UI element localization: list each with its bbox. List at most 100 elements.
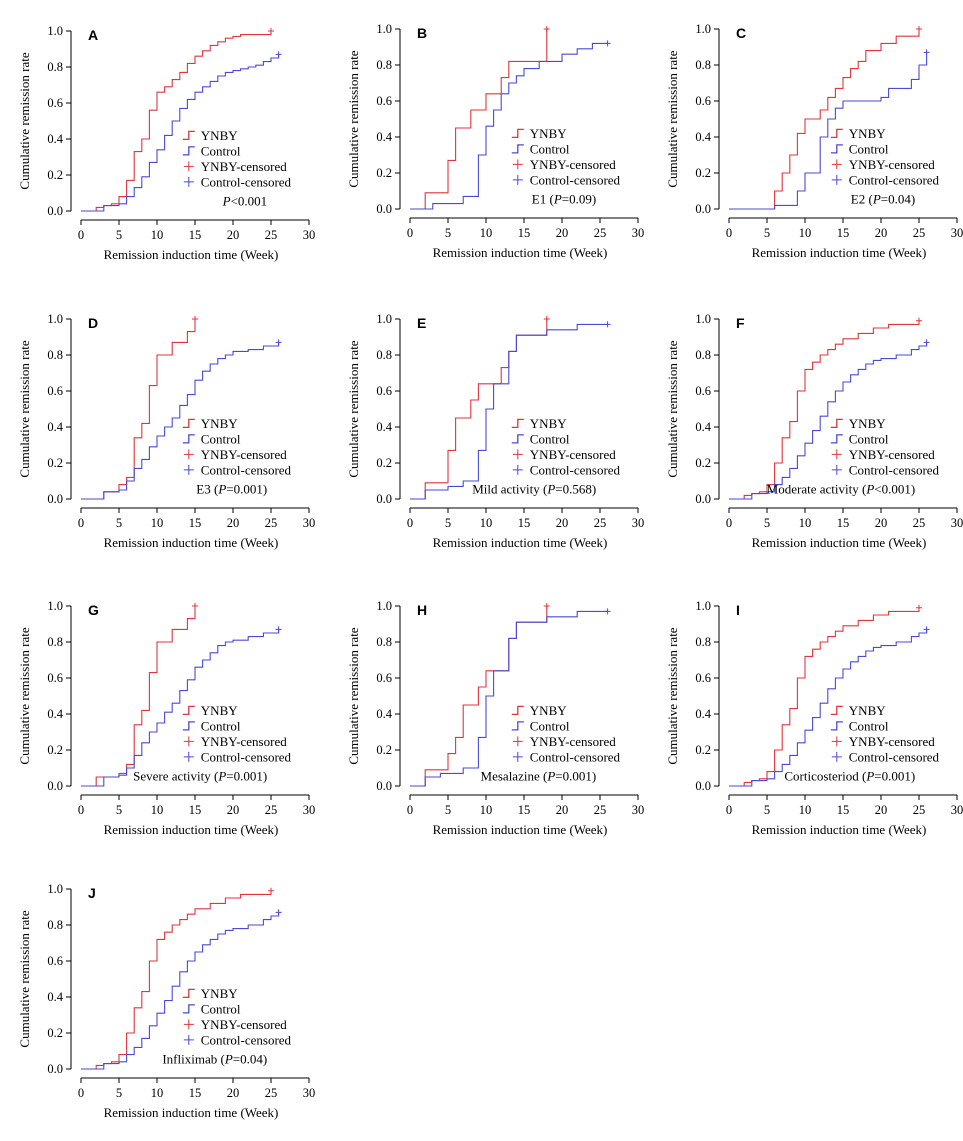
y-tick-label: 0.2	[376, 456, 392, 470]
legend-label: Control	[530, 141, 570, 156]
legend-item-control-censored: Control-censored	[831, 749, 940, 764]
y-tick-label: 0.0	[47, 492, 63, 506]
y-tick-label: 0.8	[376, 635, 392, 649]
series-ynby-censor-mark	[916, 604, 922, 611]
legend-item-ynby: YNBY	[511, 126, 567, 141]
y-tick-label: 0.0	[376, 202, 392, 216]
legend-swatch	[830, 144, 843, 154]
x-tick-label: 5	[116, 516, 122, 530]
x-axis-title: Remission induction time (Week)	[433, 822, 608, 837]
legend-item-ynby: YNBY	[830, 416, 886, 431]
legend-label: YNBY	[530, 126, 567, 141]
y-tick-label: 0.2	[47, 168, 63, 182]
legend-item-control-censored: Control-censored	[183, 462, 292, 477]
annotation-suffix: =0.04)	[233, 1051, 267, 1066]
panel-letter: I	[736, 602, 740, 618]
legend-item-ynby: YNBY	[182, 128, 238, 143]
annotation-suffix: =0.001)	[226, 768, 267, 783]
x-tick-label: 20	[227, 516, 240, 530]
y-tick-label: 0.2	[376, 743, 392, 757]
x-tick-label: 0	[78, 516, 84, 530]
annotation-suffix: =0.001)	[874, 768, 915, 783]
annotation-prefix: Mild activity (	[472, 481, 547, 496]
p-value-annotation: Corticosteriod (P=0.001)	[784, 768, 915, 783]
annotation-prefix: E2 (	[851, 191, 873, 206]
x-tick-label: 0	[407, 226, 413, 240]
y-tick-label: 0.0	[695, 779, 711, 793]
y-tick-label: 0.8	[695, 348, 711, 362]
km-panel-h: 0 5 10 15 20 25 30 0.0 0.2 0.4 0.6 0.8 1.0 Remission …	[346, 599, 644, 837]
legend-label: YNBY-censored	[201, 1017, 287, 1032]
legend-label: Control-censored	[530, 462, 621, 477]
legend-label: Control-censored	[201, 749, 292, 764]
x-tick-label: 30	[951, 516, 963, 530]
series-control-curve	[729, 52, 928, 210]
legend-label: YNBY-censored	[201, 447, 287, 462]
legend-item-control-censored: Control-censored	[831, 172, 940, 187]
legend-label: YNBY	[201, 986, 238, 1001]
x-tick-label: 30	[303, 228, 316, 242]
y-tick-label: 0.2	[695, 166, 711, 180]
series-control-curve	[729, 342, 928, 500]
x-tick-label: 25	[913, 516, 926, 530]
y-tick-label: 0.2	[376, 166, 392, 180]
legend-label: YNBY-censored	[530, 447, 616, 462]
y-tick-label: 0.0	[47, 204, 63, 218]
panel-letter: A	[88, 27, 98, 43]
legend-swatch	[511, 418, 524, 429]
legend-label: YNBY-censored	[530, 734, 616, 749]
series-ynby-curve	[729, 320, 920, 500]
legend-swatch	[831, 449, 842, 460]
legend-item-ynby: YNBY	[511, 703, 567, 718]
panel-letter: B	[417, 25, 427, 41]
legend-swatch	[183, 751, 194, 762]
legend-item-ynby: YNBY	[182, 703, 238, 718]
legend-item-ynby-censored: YNBY-censored	[831, 734, 935, 749]
x-tick-label: 0	[407, 803, 413, 817]
legend-label: YNBY	[201, 703, 238, 718]
y-tick-label: 0.4	[47, 420, 63, 434]
annotation-p: P	[224, 1051, 233, 1066]
x-axis-title: Remission induction time (Week)	[752, 822, 927, 837]
y-axis-title: Cumulative remission rate	[17, 627, 32, 764]
series-control-censor-mark	[275, 339, 282, 346]
x-tick-label: 30	[951, 226, 963, 240]
legend-item-ynby-censored: YNBY-censored	[183, 447, 287, 462]
x-axis-title: Remission induction time (Week)	[104, 822, 279, 837]
x-tick-label: 0	[78, 1086, 84, 1100]
x-tick-label: 0	[78, 228, 84, 242]
legend-label: YNBY	[849, 703, 886, 718]
y-tick-label: 0.6	[47, 954, 63, 968]
legend-swatch	[182, 721, 195, 731]
legend-item-control-censored: Control-censored	[512, 462, 621, 477]
legend-label: Control	[530, 718, 570, 733]
series-control-curve	[410, 42, 608, 210]
legend-item-ynby: YNBY	[182, 986, 238, 1001]
y-tick-label: 0.8	[376, 348, 392, 362]
km-panel-a: 0 5 10 15 20 25 30 0.0 0.2 0.4 0.6 0.8 1.0 Remission …	[17, 24, 315, 262]
legend-swatch	[830, 434, 843, 444]
annotation-prefix: Infliximab (	[162, 1051, 224, 1066]
legend-swatch	[831, 159, 842, 170]
legend-swatch	[511, 128, 524, 139]
series-control-curve	[81, 342, 280, 500]
x-tick-label: 30	[632, 516, 645, 530]
legend-item-ynby-censored: YNBY-censored	[183, 1017, 287, 1032]
annotation-suffix: =0.04)	[881, 191, 915, 206]
x-tick-label: 30	[632, 803, 645, 817]
legend-swatch	[830, 128, 843, 139]
panel-letter: H	[417, 602, 427, 618]
x-tick-label: 5	[764, 516, 770, 530]
y-tick-label: 0.0	[695, 492, 711, 506]
x-tick-label: 5	[445, 803, 451, 817]
legend-item-ynby-censored: YNBY-censored	[183, 159, 287, 174]
legend-label: Control-censored	[530, 172, 621, 187]
panel-letter: G	[88, 602, 99, 618]
y-tick-label: 1.0	[376, 599, 392, 613]
series-control-censor-mark	[604, 608, 611, 615]
legend-swatch	[182, 1004, 195, 1014]
legend-swatch	[511, 144, 524, 154]
legend-item-control-censored: Control-censored	[183, 174, 292, 189]
x-tick-label: 25	[265, 803, 278, 817]
